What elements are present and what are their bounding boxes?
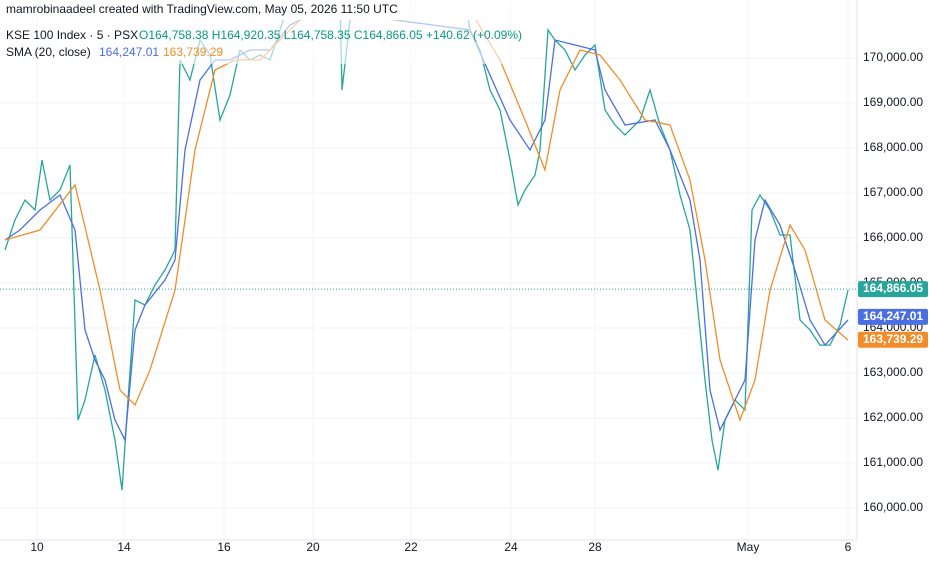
y-tick-label: 166,000.00 <box>863 230 923 244</box>
indicator: SMA (20, close) <box>6 45 91 59</box>
x-tick-label: 16 <box>217 540 231 554</box>
y-tick-label: 160,000.00 <box>863 500 923 514</box>
header: mamrobinaadeel created with TradingView.… <box>6 2 398 16</box>
y-tick-label: 168,000.00 <box>863 140 923 154</box>
x-tick-label: May <box>737 540 760 554</box>
series-line <box>4 20 849 443</box>
x-tick-label: 6 <box>845 540 852 554</box>
y-tick-label: 162,000.00 <box>863 410 923 424</box>
symbol: KSE 100 Index · 5 · PSX <box>6 28 138 42</box>
y-tick-label: 170,000.00 <box>863 50 923 64</box>
x-tick-label: 20 <box>306 540 320 554</box>
series-line <box>4 20 849 422</box>
indicator-value: 164,247.01 <box>99 45 159 59</box>
x-tick-label: 22 <box>404 540 418 554</box>
price-label-box <box>858 281 928 298</box>
x-tick-label: 14 <box>117 540 131 554</box>
y-tick-label: 161,000.00 <box>863 455 923 469</box>
x-tick-label: 10 <box>30 540 44 554</box>
price-label-box <box>858 308 928 325</box>
price-label: 164,247.01 <box>863 309 923 323</box>
x-tick-label: 28 <box>588 540 602 554</box>
y-tick-label: 169,000.00 <box>863 95 923 109</box>
y-tick-label: 167,000.00 <box>863 185 923 199</box>
legend-bg <box>0 0 520 64</box>
indicator-value: 163,739.29 <box>163 45 223 59</box>
axis-labels: 160,000.00 161,000.00 162,000.00 163,000.00… <box>30 50 928 554</box>
price-label: 163,739.29 <box>863 332 923 346</box>
x-tick-label: 24 <box>504 540 518 554</box>
price-label: 164,866.05 <box>863 281 923 295</box>
price-label-box <box>858 331 928 348</box>
y-tick-label: 163,000.00 <box>863 365 923 379</box>
ohlc: O164,758.38 H164,920.35 L164,758.35 C164… <box>139 28 522 42</box>
